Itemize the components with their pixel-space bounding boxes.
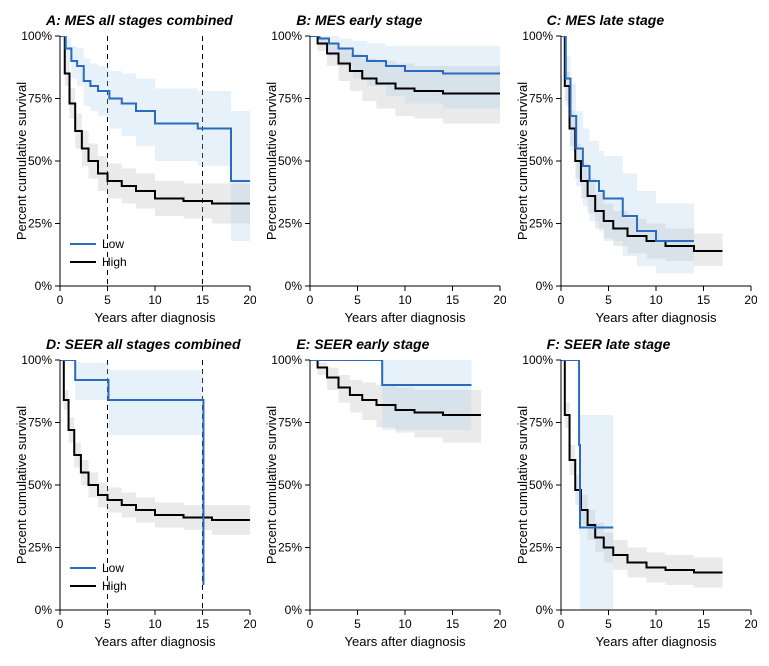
y-tick-label: 25% bbox=[529, 217, 553, 231]
panel-title: F: SEER late stage bbox=[547, 336, 757, 352]
y-tick-label: 50% bbox=[278, 478, 302, 492]
legend-label-high: High bbox=[102, 579, 127, 593]
x-axis-label: Years after diagnosis bbox=[95, 634, 216, 649]
x-tick-label: 15 bbox=[446, 293, 460, 307]
y-tick-label: 50% bbox=[529, 478, 553, 492]
y-axis-label: Percent cumulative survival bbox=[14, 406, 29, 564]
x-tick-label: 20 bbox=[243, 617, 256, 631]
y-tick-label: 50% bbox=[28, 478, 52, 492]
km-plot: 0% 25% 50% 75% 100% 0 5 10 15 20 Years after diagn… bbox=[12, 354, 256, 654]
x-tick-label: 5 bbox=[354, 293, 361, 307]
panel-title: A: MES all stages combined bbox=[46, 12, 256, 28]
x-tick-label: 20 bbox=[744, 293, 757, 307]
y-tick-label: 25% bbox=[28, 541, 52, 555]
km-plot: 0% 25% 50% 75% 100% 0 5 10 15 20 Years after diagn… bbox=[262, 354, 506, 654]
y-tick-label: 100% bbox=[522, 30, 553, 43]
y-tick-label: 75% bbox=[278, 416, 302, 430]
x-axis-label: Years after diagnosis bbox=[345, 310, 466, 325]
y-tick-label: 25% bbox=[28, 217, 52, 231]
x-tick-label: 5 bbox=[605, 293, 612, 307]
y-tick-label: 100% bbox=[272, 30, 303, 43]
x-tick-label: 5 bbox=[605, 617, 612, 631]
panel-title: D: SEER all stages combined bbox=[46, 336, 256, 352]
x-tick-label: 10 bbox=[148, 617, 162, 631]
x-tick-label: 20 bbox=[243, 293, 256, 307]
y-tick-label: 100% bbox=[522, 354, 553, 367]
x-axis-label: Years after diagnosis bbox=[595, 634, 716, 649]
panel-e: E: SEER early stage 0% 25% 50% 75% 100% 0 5 10 15… bbox=[262, 336, 506, 654]
x-tick-label: 0 bbox=[557, 617, 564, 631]
panel-c: C: MES late stage 0% 25% 50% 75% 100% 0 5 10 15 20… bbox=[513, 12, 757, 330]
y-tick-label: 75% bbox=[28, 416, 52, 430]
x-axis-label: Years after diagnosis bbox=[595, 310, 716, 325]
legend: Low High bbox=[70, 237, 127, 269]
x-tick-label: 10 bbox=[399, 293, 413, 307]
x-tick-label: 0 bbox=[307, 293, 314, 307]
legend: Low High bbox=[70, 561, 127, 593]
panel-title: C: MES late stage bbox=[547, 12, 757, 28]
x-tick-label: 5 bbox=[104, 617, 111, 631]
y-tick-label: 50% bbox=[28, 154, 52, 168]
panel-a: A: MES all stages combined0%25%50%75%100… bbox=[12, 12, 256, 330]
x-tick-label: 0 bbox=[307, 617, 314, 631]
y-tick-label: 0% bbox=[535, 603, 553, 617]
x-tick-label: 10 bbox=[148, 293, 162, 307]
panel-title: B: MES early stage bbox=[296, 12, 506, 28]
km-plot: 0% 25% 50% 75% 100% 0 5 10 15 20 Years after diagn… bbox=[12, 30, 256, 330]
x-tick-label: 0 bbox=[557, 293, 564, 307]
x-tick-label: 10 bbox=[649, 293, 663, 307]
x-tick-label: 15 bbox=[696, 293, 710, 307]
x-axis-label: Years after diagnosis bbox=[95, 310, 216, 325]
y-tick-label: 25% bbox=[278, 541, 302, 555]
legend-label-high: High bbox=[102, 255, 127, 269]
x-tick-label: 10 bbox=[399, 617, 413, 631]
x-tick-label: 15 bbox=[696, 617, 710, 631]
y-tick-label: 50% bbox=[278, 154, 302, 168]
y-tick-label: 75% bbox=[529, 416, 553, 430]
y-tick-label: 0% bbox=[35, 603, 53, 617]
panel-title: E: SEER early stage bbox=[296, 336, 506, 352]
y-axis-label: Percent cumulative survival bbox=[264, 406, 279, 564]
y-axis-label: Percent cumulative survival bbox=[515, 406, 530, 564]
legend-label-low: Low bbox=[102, 237, 124, 251]
y-tick-label: 100% bbox=[21, 354, 52, 367]
x-tick-label: 20 bbox=[744, 617, 757, 631]
x-tick-label: 10 bbox=[649, 617, 663, 631]
y-tick-label: 25% bbox=[529, 541, 553, 555]
km-plot: 0% 25% 50% 75% 100% 0 5 10 15 20 Years after diagn… bbox=[513, 30, 757, 330]
y-tick-label: 100% bbox=[21, 30, 52, 43]
y-tick-label: 0% bbox=[285, 279, 303, 293]
x-tick-label: 5 bbox=[354, 617, 361, 631]
y-tick-label: 75% bbox=[529, 92, 553, 106]
survival-grid: A: MES all stages combined0%25%50%75%100… bbox=[12, 12, 757, 654]
y-axis-label: Percent cumulative survival bbox=[515, 82, 530, 240]
y-tick-label: 75% bbox=[278, 92, 302, 106]
x-tick-label: 0 bbox=[57, 617, 64, 631]
y-axis-label: Percent cumulative survival bbox=[14, 82, 29, 240]
y-axis-label: Percent cumulative survival bbox=[264, 82, 279, 240]
y-tick-label: 100% bbox=[272, 354, 303, 367]
x-axis-label: Years after diagnosis bbox=[345, 634, 466, 649]
y-tick-label: 0% bbox=[35, 279, 53, 293]
ci-low bbox=[561, 360, 613, 610]
panel-f: F: SEER late stage 0% 25% 50% 75% 100% 0 5 10 15 2… bbox=[513, 336, 757, 654]
x-tick-label: 20 bbox=[494, 293, 507, 307]
x-tick-label: 15 bbox=[196, 617, 210, 631]
y-tick-label: 75% bbox=[28, 92, 52, 106]
km-plot: 0% 25% 50% 75% 100% 0 5 10 15 20 Years after diagn… bbox=[513, 354, 757, 654]
panel-b: B: MES early stage 0% 25% 50% 75% 100% 0 5 10 15 2… bbox=[262, 12, 506, 330]
y-tick-label: 50% bbox=[529, 154, 553, 168]
x-tick-label: 20 bbox=[494, 617, 507, 631]
km-plot: 0% 25% 50% 75% 100% 0 5 10 15 20 Years after diagn… bbox=[262, 30, 506, 330]
x-tick-label: 0 bbox=[57, 293, 64, 307]
x-tick-label: 15 bbox=[196, 293, 210, 307]
y-tick-label: 0% bbox=[535, 279, 553, 293]
ci-low bbox=[561, 36, 694, 274]
y-tick-label: 0% bbox=[285, 603, 303, 617]
x-tick-label: 5 bbox=[104, 293, 111, 307]
x-tick-label: 15 bbox=[446, 617, 460, 631]
y-tick-label: 25% bbox=[278, 217, 302, 231]
legend-label-low: Low bbox=[102, 561, 124, 575]
panel-d: D: SEER all stages combined 0% 25% 50% 75% 10… bbox=[12, 336, 256, 654]
